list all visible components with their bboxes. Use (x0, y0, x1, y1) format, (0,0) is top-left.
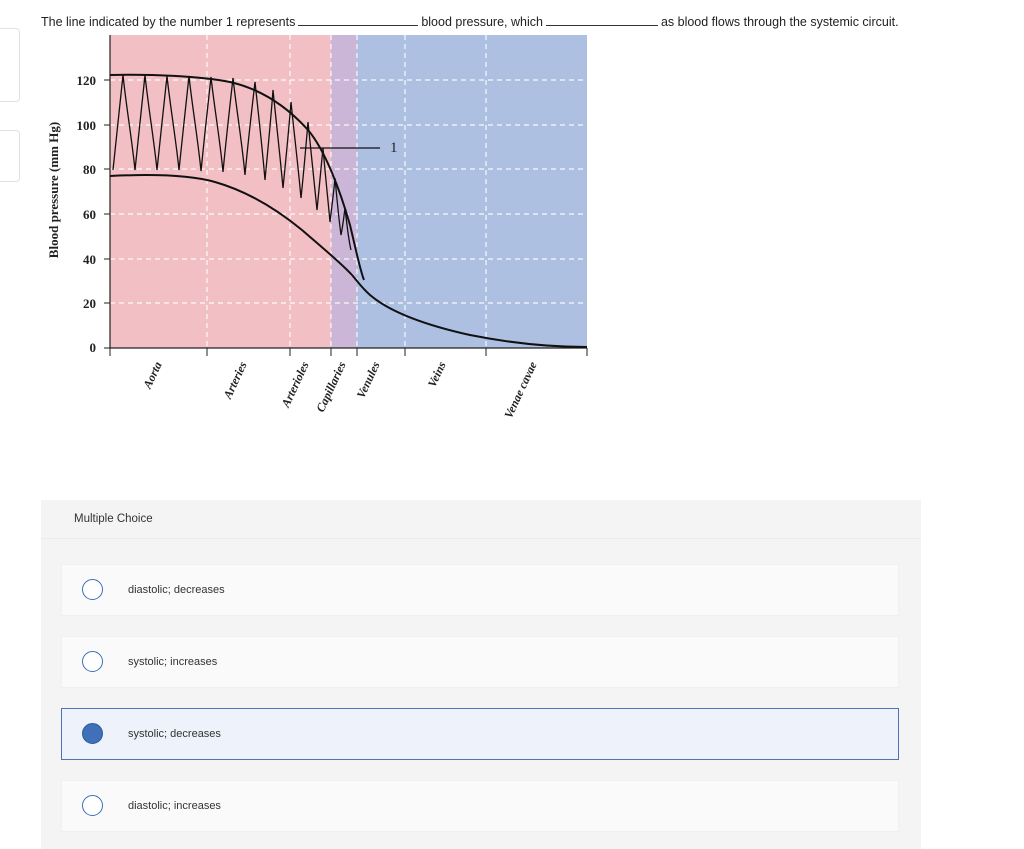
diastolic-curve (109, 174, 353, 276)
question-text: The line indicated by the number 1 repre… (41, 15, 899, 29)
option-label: diastolic; increases (128, 800, 221, 812)
radio-button-selected[interactable] (82, 723, 103, 744)
grid-vertical (206, 35, 487, 348)
multiple-choice-panel: Multiple Choice diastolic; decreases sys… (41, 500, 921, 849)
grid-horizontal (110, 79, 587, 304)
option-label: systolic; decreases (128, 728, 221, 740)
panel-divider (41, 538, 921, 539)
mean-pressure-curve (351, 274, 588, 348)
y-tick-label: 120 (77, 73, 97, 88)
systolic-curve (109, 73, 365, 281)
side-card-1[interactable] (0, 28, 20, 102)
y-tick-label: 80 (83, 162, 96, 177)
blank-2 (545, 24, 658, 26)
y-tick-label: 60 (83, 207, 96, 222)
y-tick-label: 100 (77, 118, 97, 133)
y-tick-label: 40 (83, 252, 96, 267)
y-tick-label: 0 (90, 340, 97, 355)
y-tick-marks (104, 79, 110, 349)
question-part-3: as blood flows through the systemic circ… (660, 15, 899, 29)
region-capillary (331, 35, 357, 348)
callout-number: 1 (390, 140, 398, 156)
region-venous (357, 35, 587, 348)
x-label-arterioles: Arterioles (278, 359, 312, 410)
x-label-capillaries: Capillaries (313, 359, 349, 414)
x-label-veins: Veins (425, 359, 449, 389)
multiple-choice-header: Multiple Choice (74, 513, 153, 525)
radio-button[interactable] (82, 795, 103, 816)
y-axis-label: Blood pressure (mm Hg) (46, 122, 61, 258)
side-card-2[interactable] (0, 130, 20, 182)
blank-1 (298, 24, 419, 26)
x-label-aorta: Aorta (140, 359, 165, 391)
question-part-2: blood pressure, which (421, 15, 543, 29)
region-arterial (110, 35, 331, 348)
x-label-venae-cavae: Venae cavae (501, 359, 540, 421)
top-bar (0, 0, 1024, 6)
option-systolic-increases[interactable]: systolic; increases (61, 636, 899, 688)
option-diastolic-decreases[interactable]: diastolic; decreases (61, 564, 899, 616)
x-tick-marks (109, 348, 588, 356)
option-label: diastolic; decreases (128, 584, 225, 596)
radio-button[interactable] (82, 579, 103, 600)
option-label: systolic; increases (128, 656, 218, 668)
blood-pressure-figure: 120 100 80 60 40 20 0 Blood pressure (mm… (46, 35, 588, 421)
radio-button[interactable] (82, 651, 103, 672)
y-tick-label: 20 (83, 296, 96, 311)
option-diastolic-increases[interactable]: diastolic; increases (61, 780, 899, 832)
x-label-arteries: Arteries (220, 359, 250, 402)
option-systolic-decreases[interactable]: systolic; decreases (61, 708, 899, 760)
question-part-1: The line indicated by the number 1 repre… (41, 15, 296, 29)
x-label-venules: Venules (354, 359, 383, 400)
